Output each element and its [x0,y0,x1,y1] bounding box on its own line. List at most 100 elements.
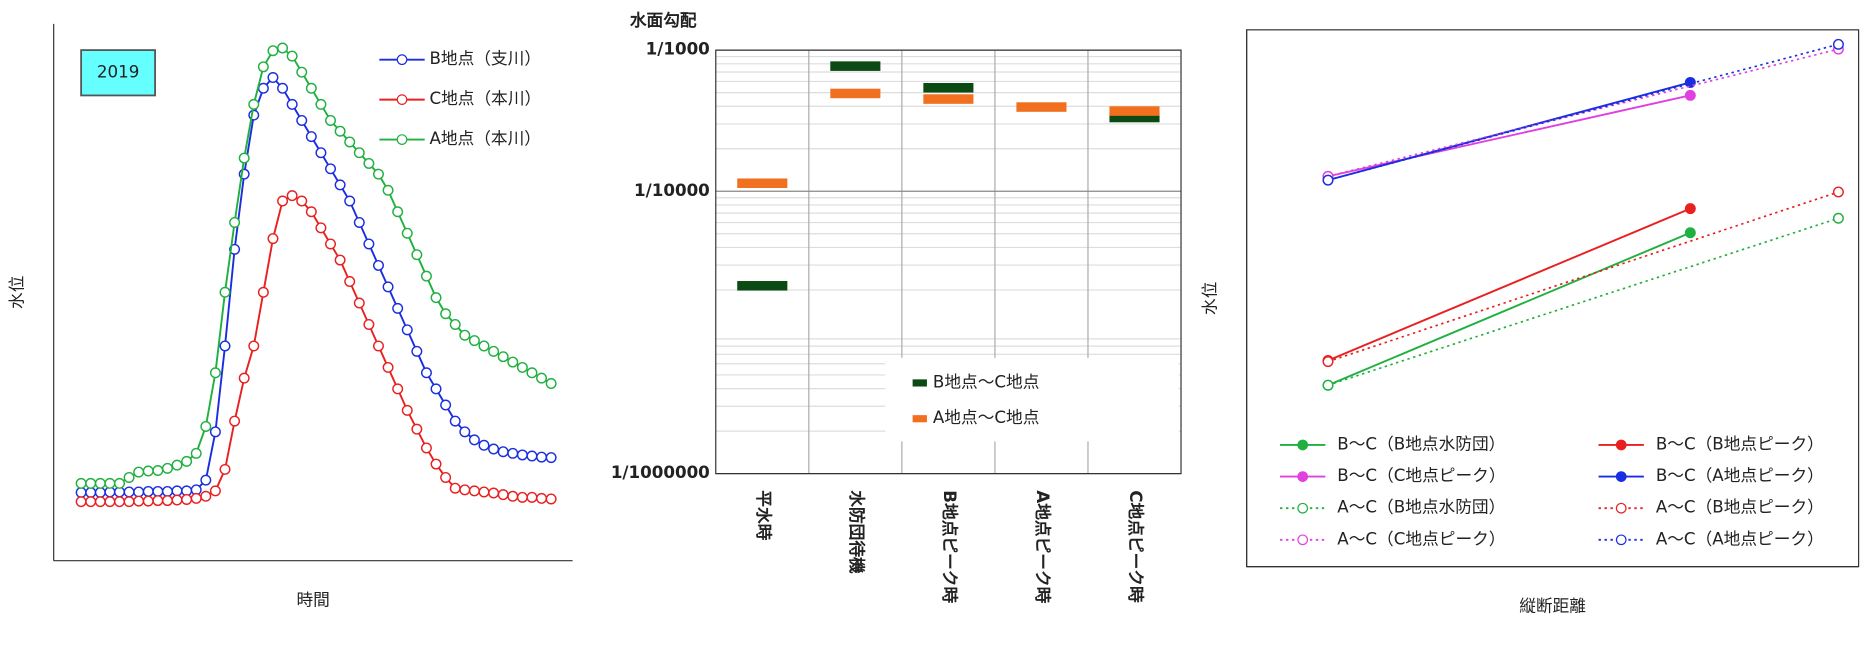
data-point [257,82,269,94]
data-point [440,308,452,320]
data-point [353,297,365,309]
data-point [286,98,298,110]
legend-label: A～C（B地点ピーク） [1656,497,1824,517]
data-point [219,463,231,475]
data-point [277,195,289,207]
data-point [229,415,241,427]
slope-bar [1109,106,1160,116]
x-tick-label: 水防団待機 [847,490,867,574]
data-point [286,190,298,202]
x-tick-label: C地点ピーク時 [1126,490,1146,603]
chart-title: 水面勾配 [630,10,697,30]
data-point [536,451,548,463]
data-point [181,494,193,505]
data-point [353,147,365,159]
data-point [133,495,145,507]
x-axis-label: 時間 [296,590,329,610]
data-point [468,335,480,347]
data-point [305,206,317,218]
x-tick-label: A地点ピーク時 [1033,490,1053,603]
data-point [161,485,173,497]
data-point [497,351,509,363]
plot-frame [715,49,1182,475]
legend-label: A～C（A地点ピーク） [1656,528,1824,548]
data-point [507,490,519,502]
data-point [516,491,528,503]
data-point [392,206,404,218]
data-point [507,447,519,459]
data-point [209,485,221,497]
legend-label: B地点（支川） [429,48,541,68]
data-point [257,286,269,298]
data-point [1684,203,1696,215]
data-point [200,420,212,432]
data-point [420,442,432,454]
data-point [382,281,394,293]
data-point [526,491,538,503]
data-point [1832,212,1844,224]
slope-bar [1016,102,1067,112]
data-point [104,496,116,508]
x-tick-label: 平水時 [754,490,774,540]
data-point [133,466,145,478]
legend-marker [1297,534,1309,546]
data-point [372,168,384,180]
data-point [430,458,442,470]
data-point [545,493,557,505]
data-point [488,345,500,357]
data-point [94,496,106,508]
data-point [497,446,509,458]
data-point [449,318,461,330]
data-point [516,449,528,461]
data-point [401,227,413,239]
data-point [133,486,145,498]
data-point [488,443,500,455]
data-point [219,286,231,298]
data-point [104,477,116,489]
data-point [209,426,221,438]
data-point [296,115,308,126]
data-point [248,340,260,352]
legend-marker [396,134,408,145]
data-point [430,292,442,304]
y-tick-label: 1/10000 [634,180,710,200]
data-point [142,495,154,507]
data-point [1322,356,1334,368]
data-point [372,340,384,352]
data-point [267,45,279,57]
data-point [526,367,538,379]
data-point [152,495,164,507]
y-tick-label: 1/1000 [646,39,710,59]
legend-label: B～C（C地点ピーク） [1337,465,1505,485]
legend-marker [1297,471,1309,482]
data-point [257,61,269,73]
data-point [200,474,212,486]
data-point [459,426,471,438]
data-point [468,485,480,497]
data-point [344,276,356,288]
legend-label: B地点～C地点 [933,371,1040,391]
legend-label: C地点（本川） [429,88,541,108]
data-point [1832,186,1844,198]
data-point [209,367,221,379]
data-point [85,487,97,498]
slope-bar [830,88,881,99]
data-point [171,494,183,506]
x-tick-label: B地点ピーク時 [940,490,960,603]
legend-marker [1297,502,1309,514]
plot-frame [1246,29,1860,568]
data-point [267,72,279,84]
data-point [286,50,298,62]
data-point [392,302,404,314]
data-point [449,415,461,427]
data-point [411,249,423,261]
legend-swatch [912,379,927,387]
data-point [545,378,557,390]
data-point [363,238,375,250]
data-point [152,465,164,476]
data-point [334,254,346,266]
data-point [123,471,135,483]
legend-marker [396,54,408,66]
data-point [536,372,548,384]
